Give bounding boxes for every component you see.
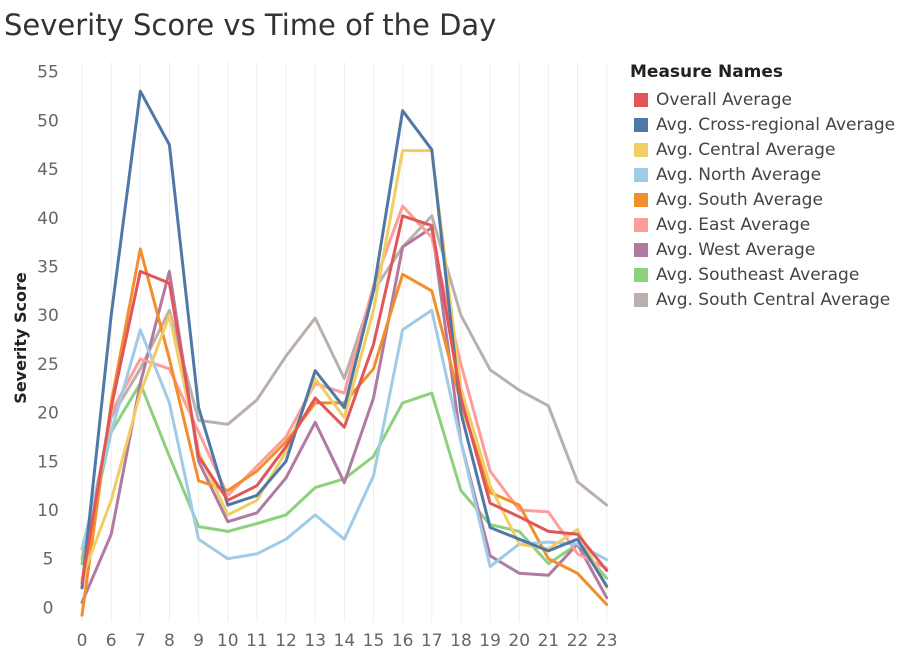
legend-label: Avg. West Average	[656, 239, 816, 260]
y-tick-label: 35	[37, 258, 59, 278]
x-tick-label: 16	[392, 631, 414, 651]
legend-label: Avg. North Average	[656, 164, 822, 185]
y-tick-label: 50	[37, 111, 59, 131]
legend-swatch	[634, 217, 648, 232]
legend-label: Avg. South Average	[656, 189, 823, 210]
legend-title: Measure Names	[630, 62, 784, 82]
legend-item[interactable]: Avg. East Average	[630, 212, 895, 237]
y-tick-label: 40	[37, 209, 59, 229]
chart-title: Severity Score vs Time of the Day	[4, 8, 497, 42]
x-tick-label: 21	[538, 631, 560, 651]
legend-label: Avg. Central Average	[656, 139, 836, 160]
series-line	[80, 149, 609, 590]
legend-label: Overall Average	[656, 89, 792, 110]
legend-label: Avg. Southeast Average	[656, 264, 860, 285]
x-tick-label: 15	[363, 631, 385, 651]
series-line	[80, 214, 609, 561]
y-axis-ticks: 0 5 10 15 20 25 30 35 40 45 50 55	[37, 63, 59, 619]
x-axis-ticks: 0 6 7 8 9 10 11 12 13 14 15 16 17 18 19 20 21 22 23	[77, 631, 618, 651]
y-tick-label: 10	[37, 501, 59, 521]
x-tick-label: 7	[135, 631, 146, 651]
legend-swatch	[634, 117, 648, 132]
y-tick-label: 30	[37, 306, 59, 326]
legend-item[interactable]: Avg. South Central Average	[630, 287, 895, 312]
legend-item[interactable]: Avg. West Average	[630, 237, 895, 262]
legend-swatch	[634, 92, 648, 107]
x-tick-label: 9	[193, 631, 204, 651]
x-tick-label: 23	[596, 631, 618, 651]
x-tick-label: 22	[567, 631, 589, 651]
legend-item[interactable]: Overall Average	[630, 87, 895, 112]
legend-swatch	[634, 142, 648, 157]
y-tick-label: 55	[37, 63, 59, 83]
x-tick-label: 12	[275, 631, 297, 651]
legend-swatch	[634, 267, 648, 282]
x-tick-label: 19	[479, 631, 501, 651]
x-tick-label: 18	[450, 631, 472, 651]
x-tick-label: 0	[77, 631, 88, 651]
legend-swatch	[634, 292, 648, 307]
y-axis-label: Severity Score	[11, 272, 30, 404]
legend-item[interactable]: Avg. Central Average	[630, 137, 895, 162]
y-tick-label: 5	[43, 550, 54, 570]
legend-swatch	[634, 192, 648, 207]
legend-swatch	[634, 167, 648, 182]
legend-label: Avg. South Central Average	[656, 289, 891, 310]
y-tick-label: 15	[37, 452, 59, 472]
legend-item[interactable]: Avg. Southeast Average	[630, 262, 895, 287]
y-tick-label: 20	[37, 404, 59, 424]
x-tick-label: 6	[106, 631, 117, 651]
legend-item[interactable]: Avg. Cross-regional Average	[630, 112, 895, 137]
legend: Measure Names Overall Average Avg. Cross-…	[630, 62, 895, 312]
series-line	[80, 204, 609, 590]
series-lines	[80, 89, 609, 617]
legend-swatch	[634, 242, 648, 257]
x-tick-label: 10	[217, 631, 239, 651]
y-tick-label: 0	[43, 598, 54, 618]
x-tick-label: 8	[164, 631, 175, 651]
series-line	[80, 226, 609, 604]
legend-label: Avg. Cross-regional Average	[656, 114, 896, 135]
y-tick-label: 25	[37, 355, 59, 375]
legend-item[interactable]: Avg. South Average	[630, 187, 895, 212]
x-tick-label: 13	[304, 631, 326, 651]
x-tick-label: 17	[421, 631, 443, 651]
x-tick-label: 11	[246, 631, 268, 651]
legend-label: Avg. East Average	[656, 214, 811, 235]
x-tick-label: 14	[334, 631, 356, 651]
series-line	[80, 89, 609, 590]
series-line	[80, 214, 609, 585]
y-tick-label: 45	[37, 160, 59, 180]
x-tick-label: 20	[508, 631, 530, 651]
legend-item[interactable]: Avg. North Average	[630, 162, 895, 187]
